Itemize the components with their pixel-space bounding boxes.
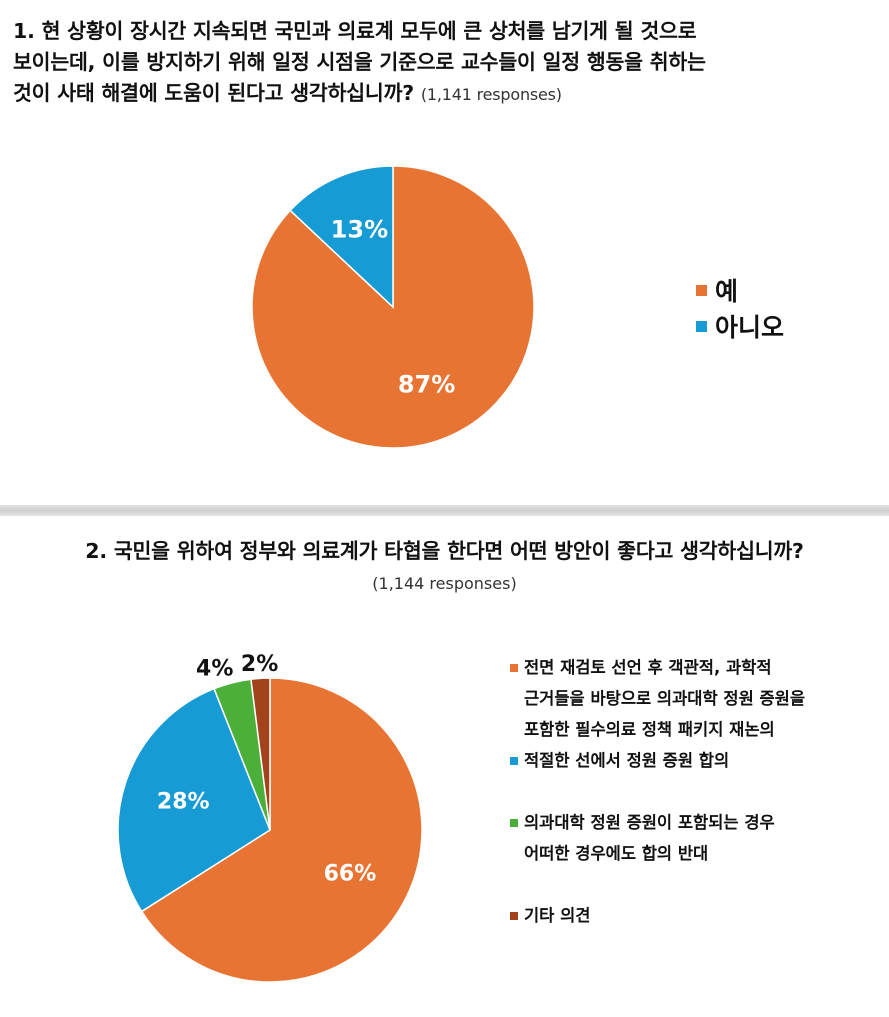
question-1-panel: 1. 현 상황이 장시간 지속되면 국민과 의료계 모두에 큰 상처를 남기게 … [0,0,889,505]
q1-pie-label-1: 13% [331,215,388,243]
q2-legend-label-1: 적절한 선에서 정원 증원 합의 [524,751,730,770]
q1-legend-item-1: 아니오 [696,308,784,344]
q2-legend-label-0: 전면 재검토 선언 후 객관적, 과학적 근거들을 바탕으로 의과대학 정원 증… [524,658,806,739]
q2-legend-swatch-2 [510,819,518,827]
q2-pie-slice-3 [250,677,271,831]
question-1-text: 1. 현 상황이 장시간 지속되면 국민과 의료계 모두에 큰 상처를 남기게 … [13,19,706,105]
q1-legend-swatch-0 [696,284,707,296]
q1-legend-label-1: 아니오 [715,313,785,342]
q1-legend-item-0: 예 [696,272,784,308]
q2-legend-label-3: 기타 의견 [524,906,591,925]
q2-legend-swatch-0 [510,664,518,672]
q2-pie-label-2: 4% [196,657,233,682]
question-2-response-count: (1,144 responses) [372,574,517,593]
q1-pie-label-0: 87% [398,371,455,399]
q1-legend-label-0: 예 [715,277,739,306]
question-2-legend: 전면 재검토 선언 후 객관적, 과학적 근거들을 바탕으로 의과대학 정원 증… [510,652,880,931]
q1-pie-slice-1 [289,165,394,309]
section-divider [0,505,889,516]
q2-legend-item-2: 의과대학 정원 증원이 포함되는 경우 어떠한 경우에도 합의 반대 [510,807,880,869]
q2-pie-label-1: 28% [157,789,210,814]
q2-pie-slice-1 [117,687,271,913]
q2-legend-swatch-3 [510,912,518,920]
q2-pie-slice-0 [140,677,423,983]
q2-legend-item-0: 전면 재검토 선언 후 객관적, 과학적 근거들을 바탕으로 의과대학 정원 증… [510,652,880,745]
question-1-pie-chart: 87% 13% [251,165,535,449]
question-1-title: 1. 현 상황이 장시간 지속되면 국민과 의료계 모두에 큰 상처를 남기게 … [13,16,873,110]
q2-legend-item-1: 적절한 선에서 정원 증원 합의 [510,745,880,776]
q2-legend-label-2: 의과대학 정원 증원이 포함되는 경우 어떠한 경우에도 합의 반대 [524,813,775,863]
q2-legend-swatch-1 [510,757,518,765]
q1-legend-swatch-1 [696,320,707,332]
question-1-response-count: (1,141 responses) [420,85,562,104]
question-2-title: 2. 국민을 위하여 정부와 의료계가 타협을 한다면 어떤 방안이 좋다고 생… [85,539,804,563]
q2-pie-label-0: 66% [324,861,377,886]
question-2-pie-chart: 66% 28% 4% 2% [117,652,423,983]
q2-legend-item-3: 기타 의견 [510,900,880,931]
q2-pie-label-3: 2% [241,652,278,677]
